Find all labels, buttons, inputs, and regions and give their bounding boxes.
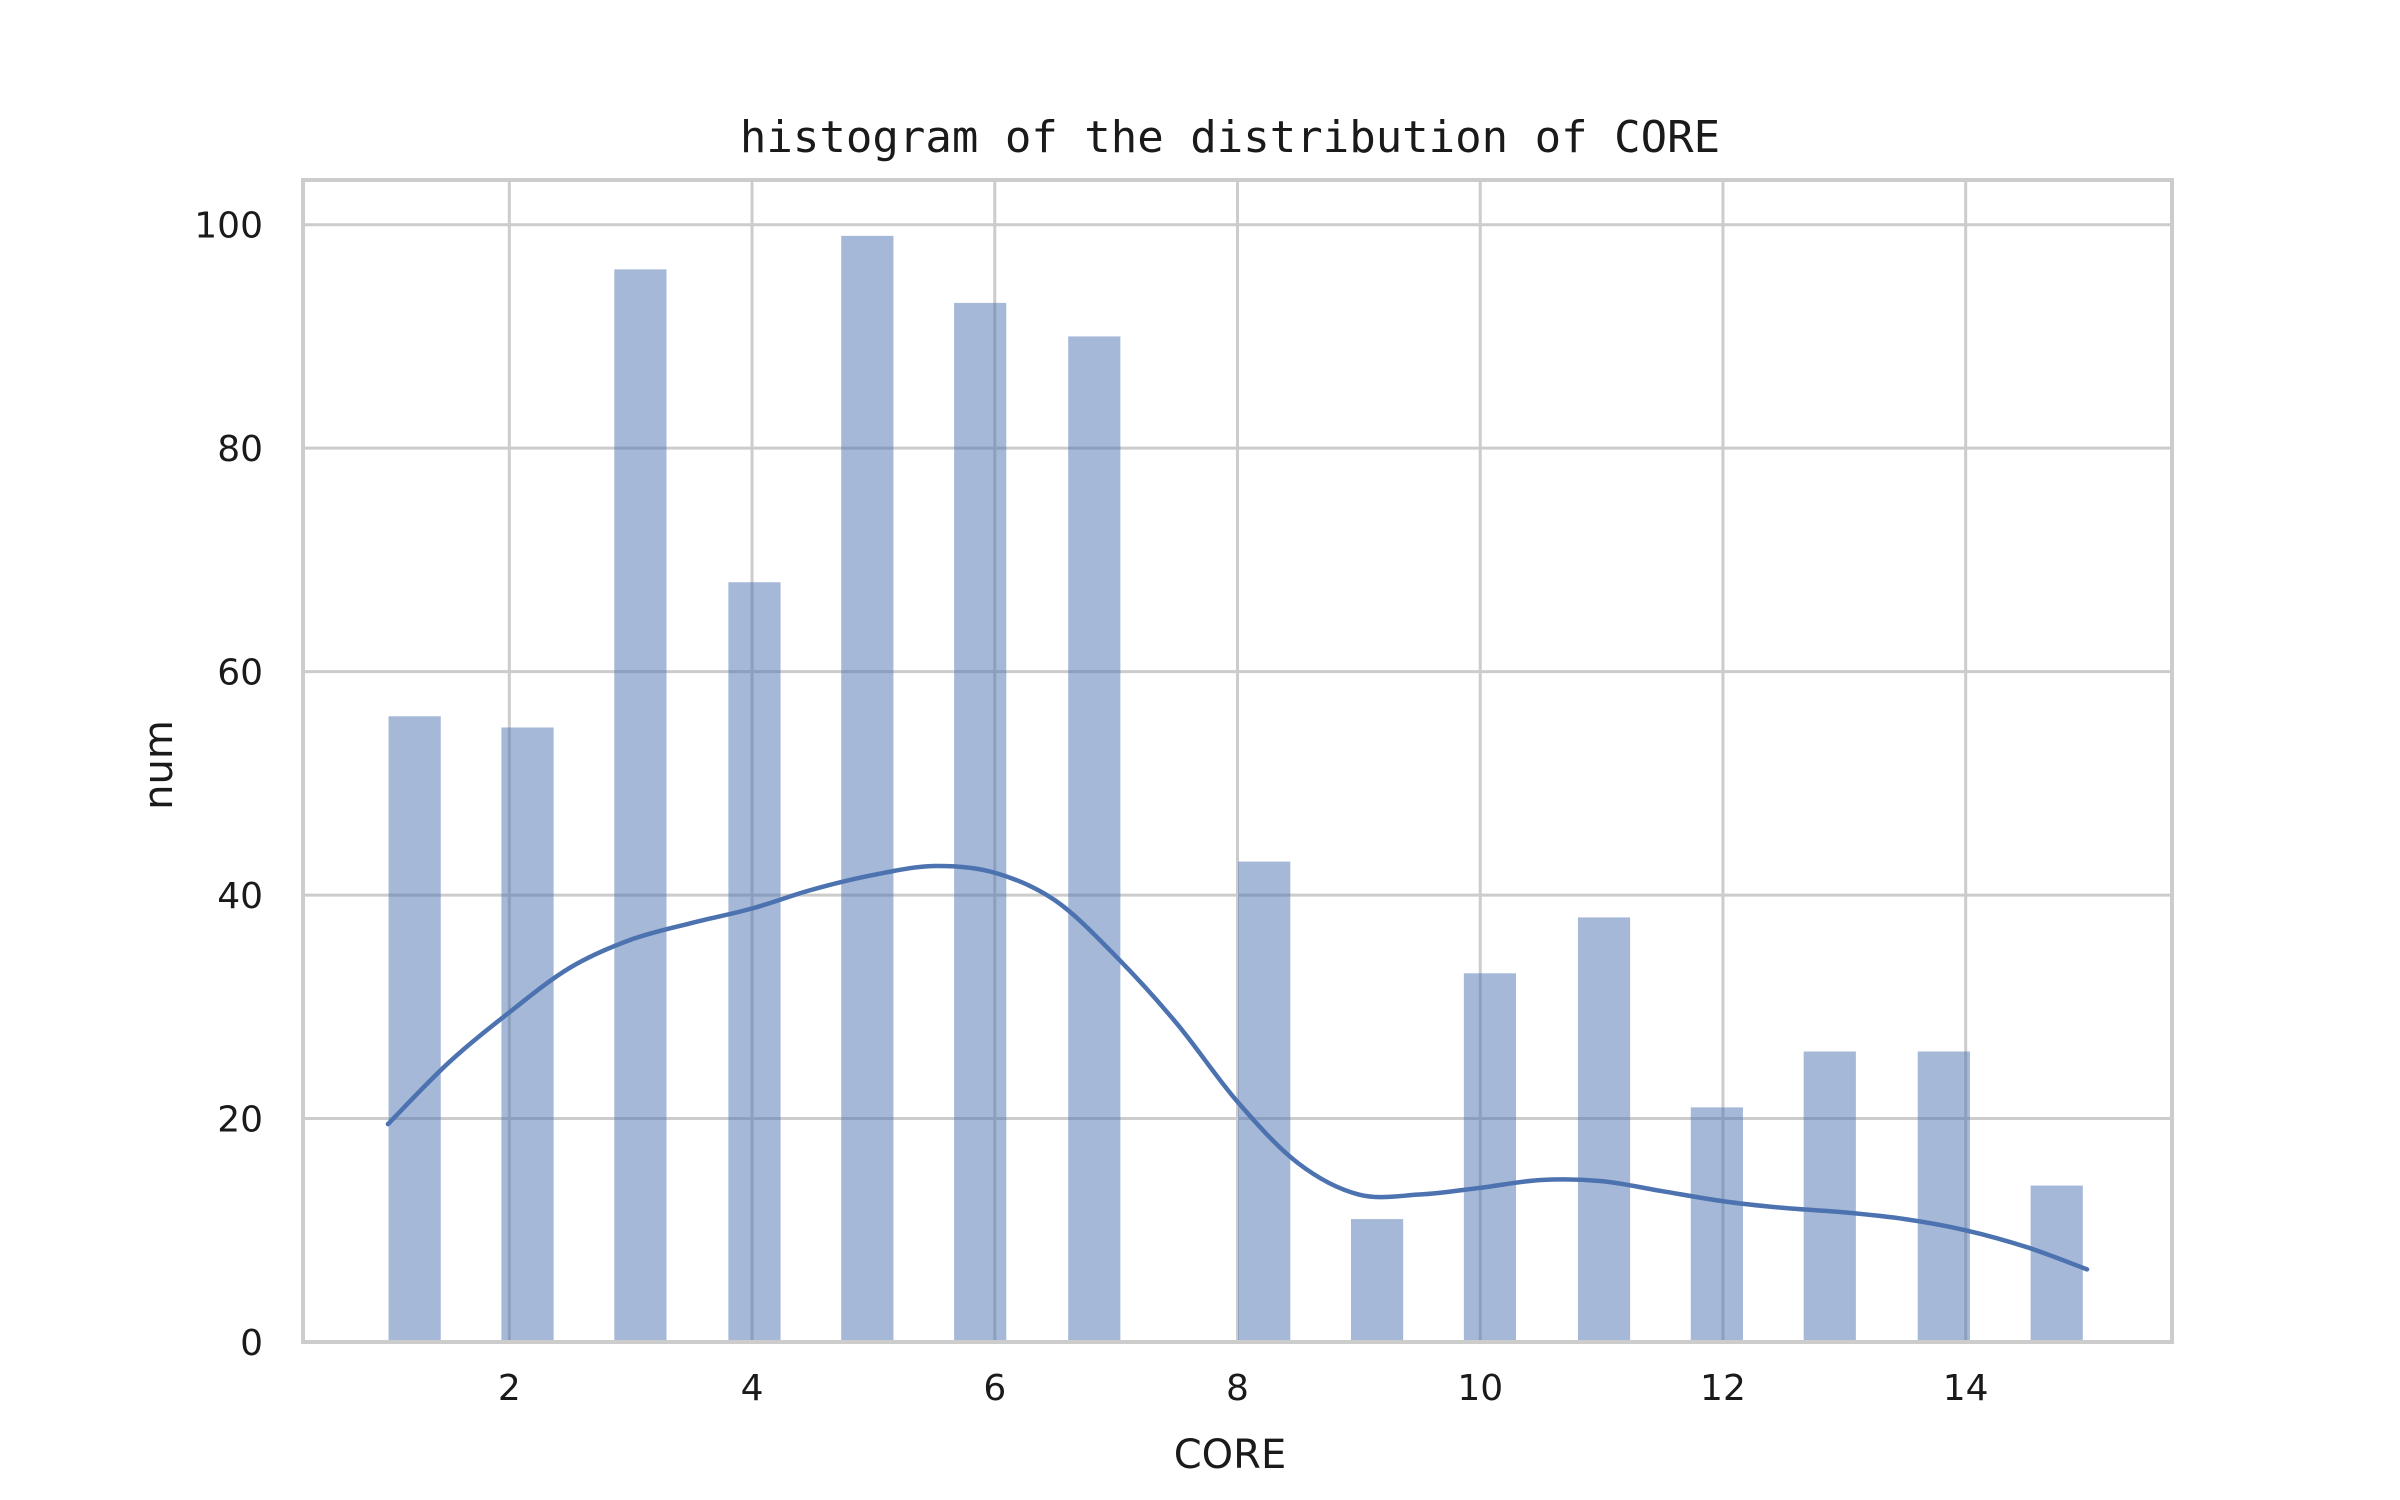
bar-8 (1350, 1219, 1404, 1342)
x-tick-label-3: 8 (1226, 1368, 1249, 1409)
bar-5 (954, 302, 1007, 1343)
y-tick-label-2: 40 (217, 876, 263, 917)
bar-0 (388, 716, 441, 1342)
y-axis-ticks: 0 20 40 60 80 100 (194, 206, 263, 1364)
bar-13 (1917, 1051, 1970, 1342)
bar-6 (1068, 336, 1121, 1342)
bar-3 (728, 582, 781, 1342)
x-axis-ticks: 2 4 6 8 10 12 14 (498, 1368, 1989, 1409)
histogram-bars (388, 235, 2083, 1343)
x-tick-label-0: 2 (498, 1368, 521, 1409)
x-tick-label-4: 10 (1457, 1368, 1503, 1409)
bar-1 (501, 727, 554, 1342)
bar-9 (1463, 973, 1517, 1342)
bar-12 (1803, 1051, 1856, 1342)
y-tick-label-0: 0 (240, 1323, 263, 1364)
kde-density-line (385, 863, 2090, 1272)
bar-11 (1690, 1107, 1743, 1342)
y-axis-label: num (136, 720, 182, 810)
gridlines (303, 180, 2172, 1344)
bar-4 (841, 235, 894, 1343)
x-tick-label-1: 4 (741, 1368, 764, 1409)
chart-title: histogram of the distribution of CORE (740, 112, 1720, 163)
x-axis-label: CORE (1174, 1432, 1286, 1478)
plot-frame (301, 178, 2174, 1344)
y-tick-label-3: 60 (217, 653, 263, 694)
y-tick-label-4: 80 (217, 429, 263, 470)
bar-7 (1238, 861, 1291, 1342)
x-tick-label-5: 12 (1700, 1368, 1746, 1409)
bar-10 (1577, 917, 1631, 1342)
x-tick-label-6: 14 (1943, 1368, 1989, 1409)
x-tick-label-2: 6 (983, 1368, 1006, 1409)
y-tick-label-1: 20 (217, 1100, 263, 1141)
bar-2 (614, 269, 667, 1342)
y-tick-label-5: 100 (194, 206, 263, 247)
